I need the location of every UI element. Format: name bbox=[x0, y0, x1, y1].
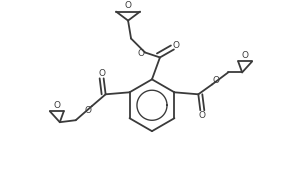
Text: O: O bbox=[138, 49, 145, 58]
Text: O: O bbox=[98, 69, 105, 78]
Text: O: O bbox=[172, 41, 179, 50]
Text: O: O bbox=[242, 51, 249, 60]
Text: O: O bbox=[125, 1, 132, 10]
Text: O: O bbox=[53, 101, 60, 110]
Text: O: O bbox=[84, 106, 91, 115]
Text: O: O bbox=[199, 111, 206, 120]
Text: O: O bbox=[213, 76, 220, 85]
